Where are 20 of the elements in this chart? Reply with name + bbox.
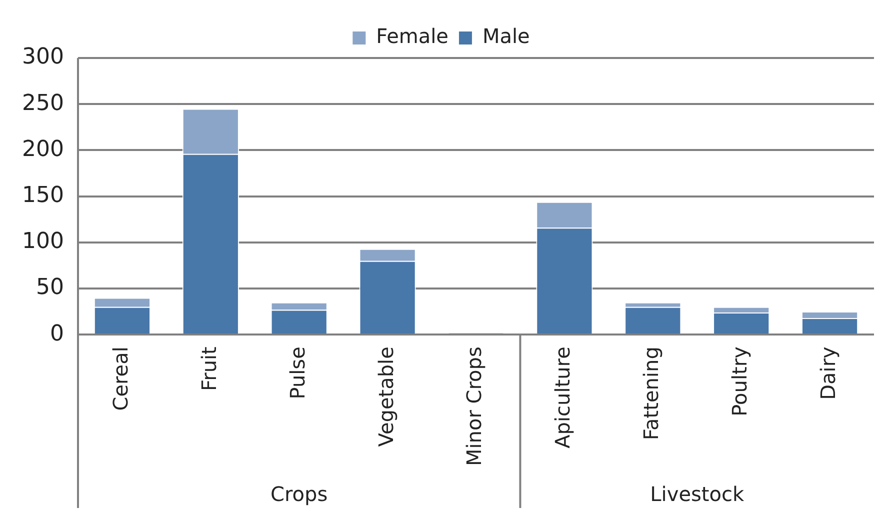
y-tick-label: 200	[22, 136, 64, 162]
legend-label: Female	[376, 24, 448, 48]
y-tick-label: 50	[36, 275, 64, 300]
x-tick-label: Fattening	[639, 346, 664, 440]
y-tick-label: 250	[22, 90, 64, 116]
x-tick-label: Minor Crops	[462, 346, 486, 466]
x-tick-label: Apiculture	[550, 346, 575, 448]
y-tick-label: 150	[22, 183, 64, 208]
x-tick-label: Pulse	[285, 346, 310, 400]
y-tick-label: 300	[22, 44, 64, 70]
x-tick-label: Fruit	[196, 346, 221, 391]
y-tick-label: 100	[22, 229, 64, 254]
x-tick-label: Dairy	[816, 346, 840, 400]
x-tick-label: Cereal	[108, 346, 132, 411]
x-tick-label: Poultry	[728, 346, 752, 416]
y-tick-label: 0	[50, 321, 64, 346]
text: Crops	[270, 482, 328, 506]
legend-label: Male	[482, 24, 530, 48]
text: Livestock	[650, 482, 744, 506]
x-tick-label: Vegetable	[374, 346, 398, 447]
